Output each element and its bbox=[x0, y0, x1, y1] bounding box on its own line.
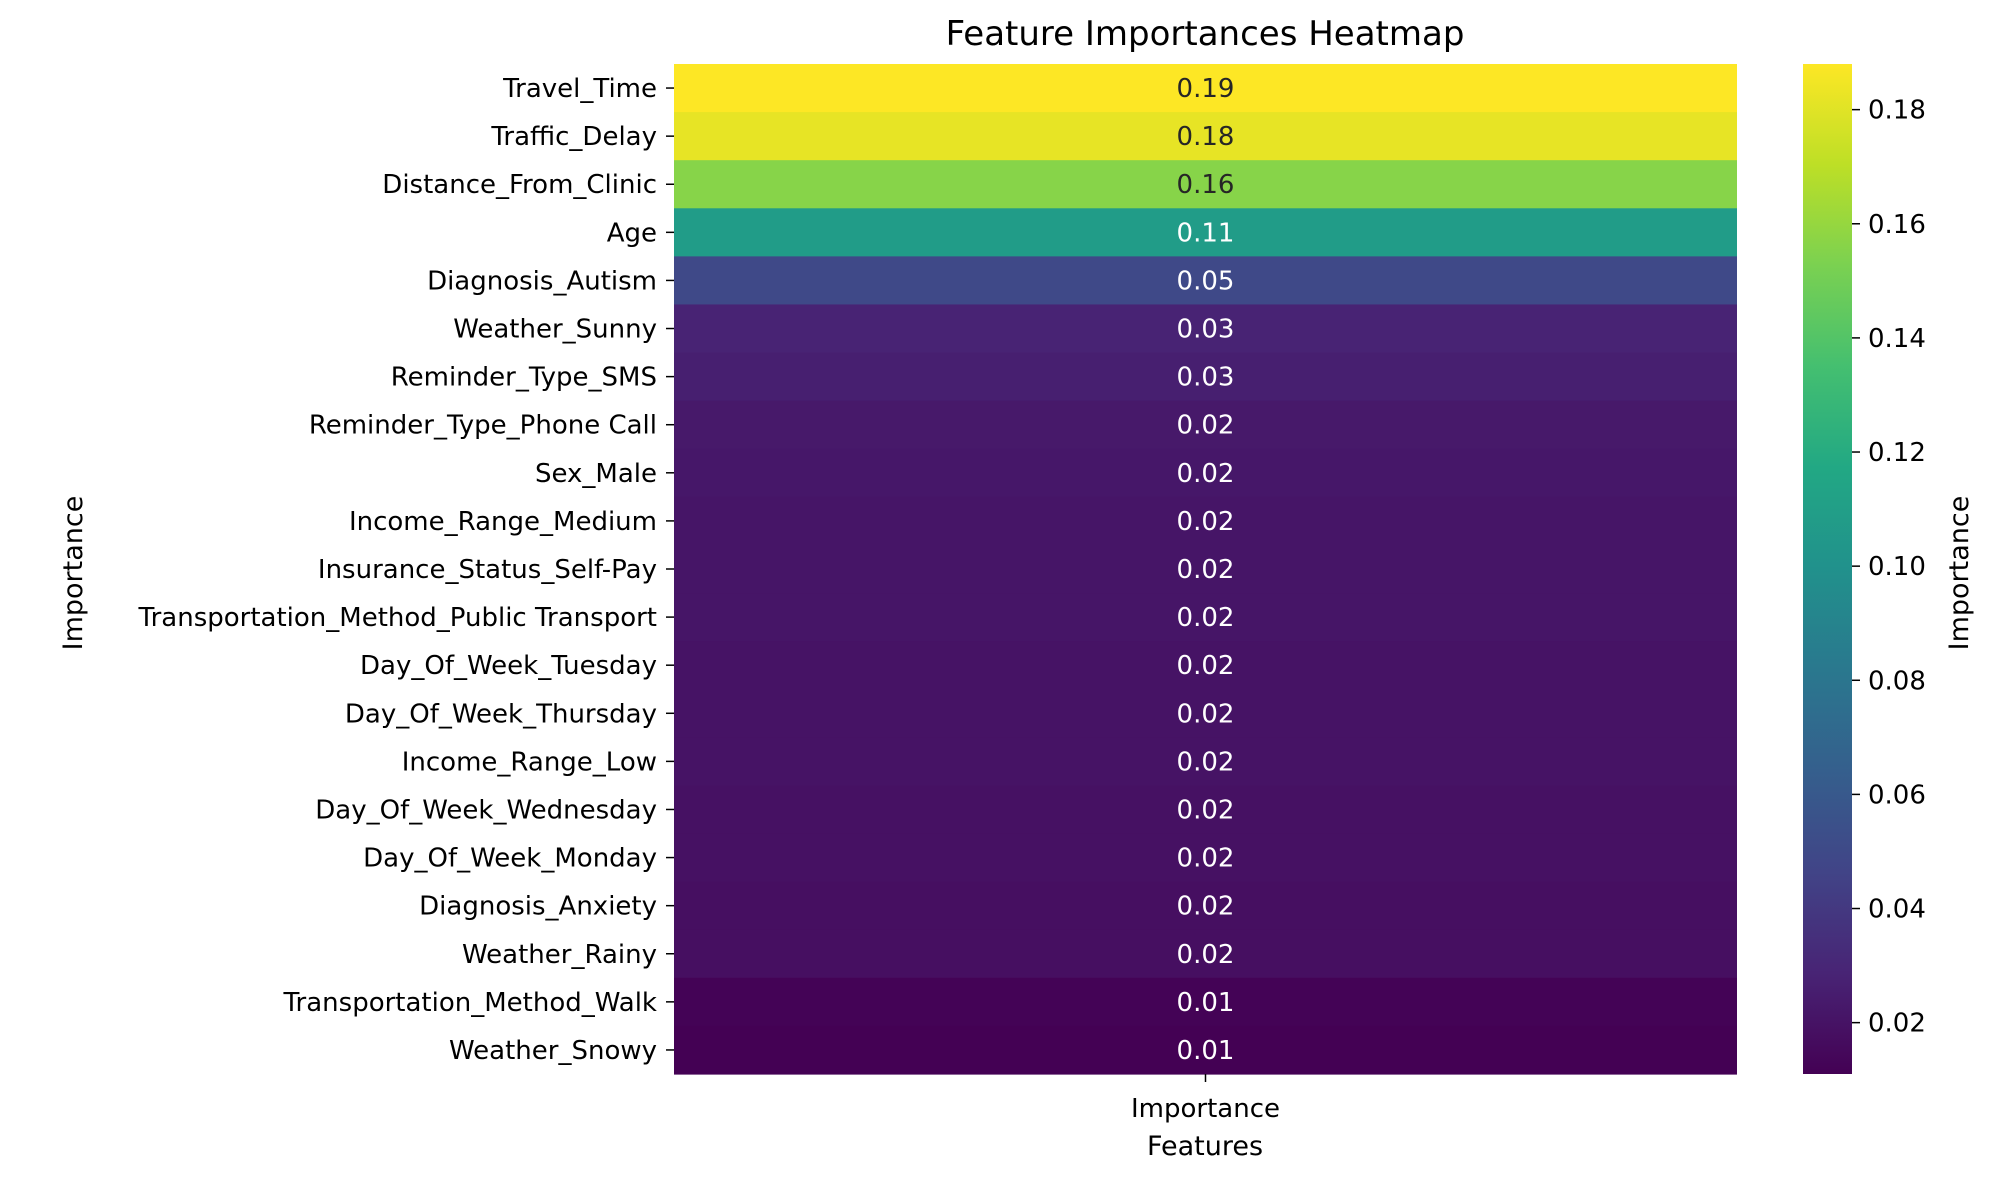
heatmap-cell bbox=[674, 881, 1737, 931]
y-tick-label: Diagnosis_Autism bbox=[427, 266, 657, 296]
cell-value-label: 0.03 bbox=[1177, 315, 1235, 345]
colorbar-label: Importance bbox=[1944, 496, 1975, 651]
heatmap-cell bbox=[674, 208, 1737, 257]
y-axis-label: Importance bbox=[58, 496, 89, 651]
y-axis: Travel_Time Traffic_Delay Distance_From_Cl… bbox=[138, 74, 674, 1066]
cell-value-label: 0.03 bbox=[1177, 363, 1235, 393]
cell-value-label: 0.02 bbox=[1177, 940, 1235, 970]
x-axis-label: Features bbox=[1147, 1131, 1263, 1162]
colorbar-tick-label: 0.02 bbox=[1868, 1009, 1926, 1039]
y-tick-label: Day_Of_Week_Monday bbox=[363, 844, 657, 874]
cell-value-label: 0.05 bbox=[1177, 266, 1235, 296]
cell-value-label: 0.02 bbox=[1177, 844, 1235, 874]
heatmap-cell bbox=[674, 352, 1737, 402]
heatmap-cell bbox=[674, 977, 1737, 1027]
heatmap-cell bbox=[674, 256, 1737, 306]
heatmap-annotations: 0.19 0.18 0.16 0.11 0.05 0.03 0.03 0.02 0.02 0.02… bbox=[1177, 74, 1235, 1066]
colorbar-ticks: 0.02 0.04 0.06 0.08 0.10 0.12 0.14 0.16 0.18 bbox=[1852, 96, 1926, 1039]
cell-value-label: 0.02 bbox=[1177, 459, 1235, 489]
cell-value-label: 0.01 bbox=[1177, 988, 1235, 1018]
heatmap-cell bbox=[674, 929, 1737, 979]
x-tick-label: Importance bbox=[1131, 1094, 1280, 1124]
heatmap-cell bbox=[674, 689, 1737, 738]
cell-value-label: 0.01 bbox=[1177, 1036, 1235, 1066]
colorbar-tick-label: 0.12 bbox=[1868, 438, 1926, 468]
colorbar-tick-label: 0.14 bbox=[1868, 324, 1926, 354]
y-tick-label: Day_Of_Week_Thursday bbox=[345, 699, 657, 729]
heatmap-cell bbox=[674, 448, 1737, 498]
heatmap-cells bbox=[674, 64, 1737, 1075]
heatmap-cell bbox=[674, 496, 1737, 546]
chart-title: Feature Importances Heatmap bbox=[946, 14, 1465, 54]
y-tick-label: Weather_Rainy bbox=[462, 940, 657, 970]
cell-value-label: 0.02 bbox=[1177, 411, 1235, 441]
heatmap-cell bbox=[674, 160, 1737, 209]
cell-value-label: 0.19 bbox=[1177, 74, 1235, 104]
cell-value-label: 0.02 bbox=[1177, 747, 1235, 777]
y-tick-label: Weather_Sunny bbox=[453, 315, 657, 345]
y-tick-label: Travel_Time bbox=[502, 74, 657, 104]
heatmap-cell bbox=[674, 833, 1737, 883]
y-tick-label: Income_Range_Medium bbox=[349, 507, 657, 537]
colorbar-tick-label: 0.06 bbox=[1868, 780, 1926, 810]
y-tick-label: Diagnosis_Anxiety bbox=[419, 892, 657, 922]
cell-value-label: 0.18 bbox=[1177, 122, 1235, 152]
y-tick-label: Transportation_Method_Public Transport bbox=[138, 603, 657, 633]
heatmap-cell bbox=[674, 593, 1737, 642]
cell-value-label: 0.02 bbox=[1177, 507, 1235, 537]
heatmap-cell bbox=[674, 304, 1737, 354]
y-tick-label: Day_Of_Week_Tuesday bbox=[360, 651, 657, 681]
cell-value-label: 0.02 bbox=[1177, 699, 1235, 729]
y-tick-label: Traffic_Delay bbox=[490, 122, 657, 152]
cell-value-label: 0.02 bbox=[1177, 795, 1235, 825]
cell-value-label: 0.11 bbox=[1177, 218, 1235, 248]
cell-value-label: 0.02 bbox=[1177, 603, 1235, 633]
colorbar-tick-label: 0.18 bbox=[1868, 96, 1926, 126]
y-tick-label: Day_Of_Week_Wednesday bbox=[315, 795, 657, 825]
y-tick-label: Income_Range_Low bbox=[402, 747, 657, 777]
cell-value-label: 0.02 bbox=[1177, 651, 1235, 681]
heatmap-cell bbox=[674, 544, 1737, 594]
y-tick-label: Reminder_Type_Phone Call bbox=[309, 411, 657, 441]
heatmap-cell bbox=[674, 112, 1737, 161]
y-tick-label: Weather_Snowy bbox=[449, 1036, 657, 1066]
cell-value-label: 0.02 bbox=[1177, 892, 1235, 922]
heatmap-cell bbox=[674, 64, 1737, 113]
y-tick-label: Age bbox=[607, 218, 657, 248]
heatmap-cell bbox=[674, 737, 1737, 787]
x-axis: Importance bbox=[1131, 1074, 1280, 1124]
heatmap-cell bbox=[674, 785, 1737, 835]
heatmap-cell bbox=[674, 400, 1737, 450]
colorbar-tick-label: 0.16 bbox=[1868, 210, 1926, 240]
heatmap-cell bbox=[674, 1025, 1737, 1075]
cell-value-label: 0.02 bbox=[1177, 555, 1235, 585]
colorbar-tick-label: 0.08 bbox=[1868, 666, 1926, 696]
y-tick-label: Sex_Male bbox=[535, 459, 657, 489]
y-tick-label: Reminder_Type_SMS bbox=[391, 363, 657, 393]
colorbar-tick-label: 0.04 bbox=[1868, 895, 1926, 925]
cell-value-label: 0.16 bbox=[1177, 170, 1235, 200]
colorbar-tick-label: 0.10 bbox=[1868, 552, 1926, 582]
y-tick-label: Distance_From_Clinic bbox=[382, 170, 657, 200]
colorbar bbox=[1803, 64, 1852, 1074]
y-tick-label: Insurance_Status_Self-Pay bbox=[318, 555, 657, 585]
y-tick-label: Transportation_Method_Walk bbox=[282, 988, 657, 1018]
heatmap-cell bbox=[674, 641, 1737, 690]
